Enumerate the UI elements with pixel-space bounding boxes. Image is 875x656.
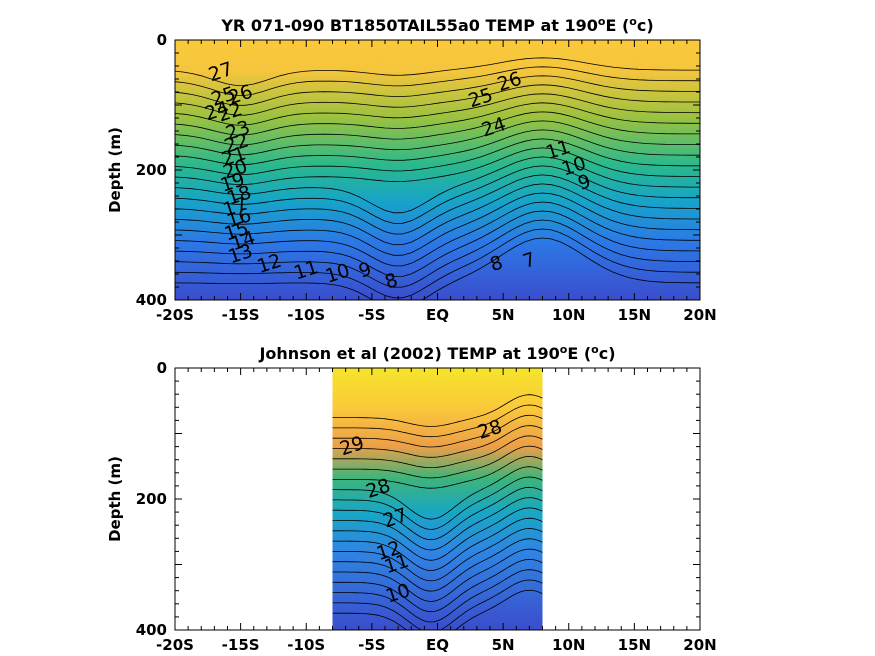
- isotherm-14: [175, 174, 700, 235]
- isotherm-24: [332, 445, 543, 479]
- x-tick-label: -20S: [156, 306, 194, 324]
- chart-title: Johnson et al (2002) TEMP at 190oE (oc): [258, 343, 615, 364]
- x-tick-label: -10S: [287, 306, 325, 324]
- isotherm-17: [175, 147, 700, 185]
- isotherm-12: [175, 192, 700, 256]
- isotherm-20: [175, 120, 700, 156]
- isotherm-18: [332, 507, 543, 561]
- isotherm-16: [332, 528, 543, 582]
- isotherm-17: [332, 517, 543, 572]
- isotherm-20: [332, 486, 543, 541]
- isotherm-25: [175, 75, 700, 106]
- isotherm-11: [332, 579, 543, 630]
- x-tick-label: 5N: [492, 306, 515, 324]
- isotherm-26: [332, 425, 543, 458]
- isotherm-8: [175, 228, 700, 299]
- x-tick-label: 20N: [683, 306, 716, 324]
- temperature-field: [175, 40, 700, 300]
- title-part: E (: [567, 344, 591, 363]
- isotherm-10: [332, 589, 543, 630]
- isotherm-23: [175, 93, 700, 126]
- isotherm-21: [332, 476, 543, 530]
- title-part: E (: [605, 16, 629, 35]
- title-part: YR 071-090 BT1850TAIL55a0 TEMP at 190: [220, 16, 598, 35]
- isotherm-22: [175, 102, 700, 136]
- isotherm-12: [332, 569, 543, 623]
- title-part: Johnson et al (2002) TEMP at 190: [258, 344, 559, 363]
- x-tick-label: 10N: [552, 636, 585, 654]
- isotherm-27: [332, 414, 543, 448]
- chart-title: YR 071-090 BT1850TAIL55a0 TEMP at 190oE …: [220, 15, 653, 36]
- y-tick-label: 200: [136, 161, 167, 179]
- x-tick-label: -10S: [287, 636, 325, 654]
- isotherm-18: [175, 138, 700, 175]
- isotherm-28: [332, 404, 543, 438]
- x-tick-label: 10N: [552, 306, 585, 324]
- isotherm-7: [175, 237, 700, 300]
- isotherm-11: [175, 201, 700, 267]
- isotherm-group: [175, 57, 700, 300]
- isotherm-21: [175, 111, 700, 146]
- isotherm-9: [175, 219, 700, 288]
- title-part: c): [637, 16, 654, 35]
- isotherm-25: [332, 435, 543, 469]
- x-tick-label: EQ: [426, 306, 449, 324]
- isotherm-19: [175, 129, 700, 166]
- isotherm-27: [175, 57, 700, 86]
- isotherm-15: [175, 165, 700, 224]
- isotherm-24: [175, 84, 700, 116]
- isotherm-19: [332, 497, 543, 551]
- y-axis-label: Depth (m): [106, 456, 124, 542]
- isotherm-26: [175, 66, 700, 96]
- x-tick-label: -15S: [222, 306, 260, 324]
- title-part: o: [598, 15, 606, 28]
- y-tick-label: 400: [136, 291, 167, 309]
- x-tick-label: -5S: [358, 636, 385, 654]
- x-tick-label: 5N: [492, 636, 515, 654]
- x-tick-label: EQ: [426, 636, 449, 654]
- x-tick-label: -20S: [156, 636, 194, 654]
- y-tick-label: 200: [136, 490, 167, 508]
- isotherm-14: [332, 548, 543, 602]
- isotherm-23: [332, 455, 543, 489]
- title-part: c): [599, 344, 616, 363]
- x-tick-label: 15N: [618, 306, 651, 324]
- isotherm-13: [332, 558, 543, 613]
- isotherm-15: [332, 538, 543, 592]
- isotherm-22: [332, 466, 543, 520]
- x-tick-label: -15S: [222, 636, 260, 654]
- temperature-field: [332, 368, 543, 630]
- y-tick-label: 0: [157, 359, 167, 377]
- x-tick-label: 15N: [618, 636, 651, 654]
- y-tick-label: 0: [157, 31, 167, 49]
- y-tick-label: 400: [136, 621, 167, 639]
- isotherm-13: [175, 183, 700, 246]
- x-tick-label: 20N: [683, 636, 716, 654]
- x-tick-label: -5S: [358, 306, 385, 324]
- isotherm-16: [175, 156, 700, 214]
- isotherm-group: [332, 394, 543, 630]
- y-axis-label: Depth (m): [106, 127, 124, 213]
- isotherm-10: [175, 210, 700, 278]
- title-part: o: [560, 343, 568, 356]
- title-part: o: [629, 15, 637, 28]
- isotherm-29: [332, 394, 543, 427]
- title-part: o: [591, 343, 599, 356]
